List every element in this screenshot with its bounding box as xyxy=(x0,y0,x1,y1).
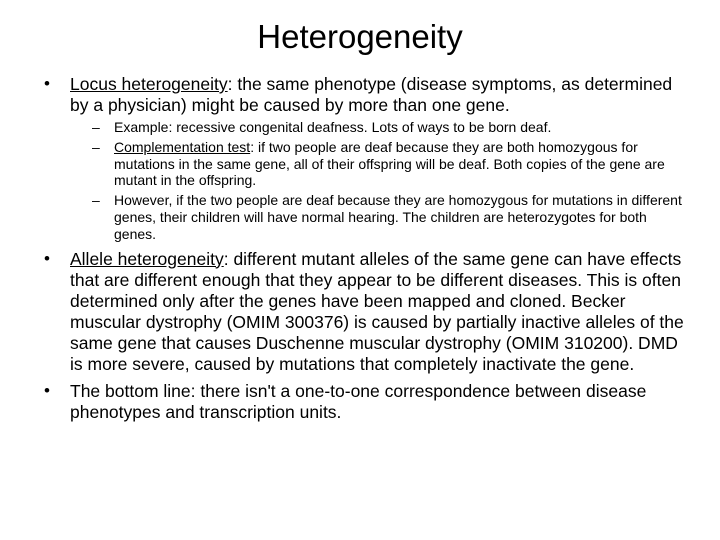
bullet-list: Locus heterogeneity: the same phenotype … xyxy=(30,74,690,423)
term-allele-heterogeneity: Allele heterogeneity xyxy=(70,249,224,269)
bullet-item: Allele heterogeneity: different mutant a… xyxy=(58,249,690,375)
sub-text: However, if the two people are deaf beca… xyxy=(114,192,682,242)
sub-list: Example: recessive congenital deafness. … xyxy=(70,119,690,243)
sub-item: Example: recessive congenital deafness. … xyxy=(104,119,690,136)
term-complementation-test: Complementation test xyxy=(114,139,250,155)
sub-item: However, if the two people are deaf beca… xyxy=(104,192,690,242)
sub-item: Complementation test: if two people are … xyxy=(104,139,690,189)
sub-text: Example: recessive congenital deafness. … xyxy=(114,119,551,135)
bullet-item: Locus heterogeneity: the same phenotype … xyxy=(58,74,690,243)
bullet-item: The bottom line: there isn't a one-to-on… xyxy=(58,381,690,423)
slide: Heterogeneity Locus heterogeneity: the s… xyxy=(0,0,720,540)
slide-title: Heterogeneity xyxy=(30,18,690,56)
term-locus-heterogeneity: Locus heterogeneity xyxy=(70,74,228,94)
bullet-text: The bottom line: there isn't a one-to-on… xyxy=(70,381,646,422)
